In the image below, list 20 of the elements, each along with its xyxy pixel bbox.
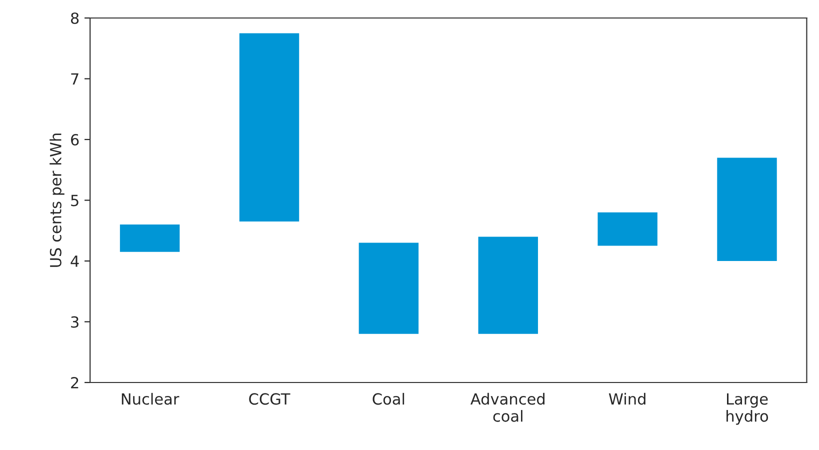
x-tick-label: Advanced coal — [470, 392, 544, 422]
x-tick-label: Nuclear — [122, 392, 180, 405]
bar — [478, 236, 538, 334]
bar — [717, 158, 777, 261]
bar — [120, 224, 180, 252]
bar — [598, 212, 658, 246]
y-tick-label: 2 — [71, 376, 78, 388]
x-tick-label: Coal — [372, 392, 404, 405]
y-tick-label: 5 — [71, 194, 78, 206]
x-tick-label: Wind — [608, 392, 646, 405]
y-tick-label: 6 — [71, 134, 79, 146]
y-tick-label: 4 — [70, 256, 79, 267]
y-tick-label: 7 — [71, 73, 78, 85]
bar — [358, 242, 419, 334]
y-tick-label: 3 — [71, 316, 78, 328]
y-axis-title: US cents per kWh — [50, 134, 64, 267]
y-tick-label: 8 — [70, 12, 79, 24]
x-tick-label: Large hydro — [726, 393, 768, 425]
bar — [239, 33, 300, 222]
x-tick-label: CCGT — [249, 393, 290, 405]
